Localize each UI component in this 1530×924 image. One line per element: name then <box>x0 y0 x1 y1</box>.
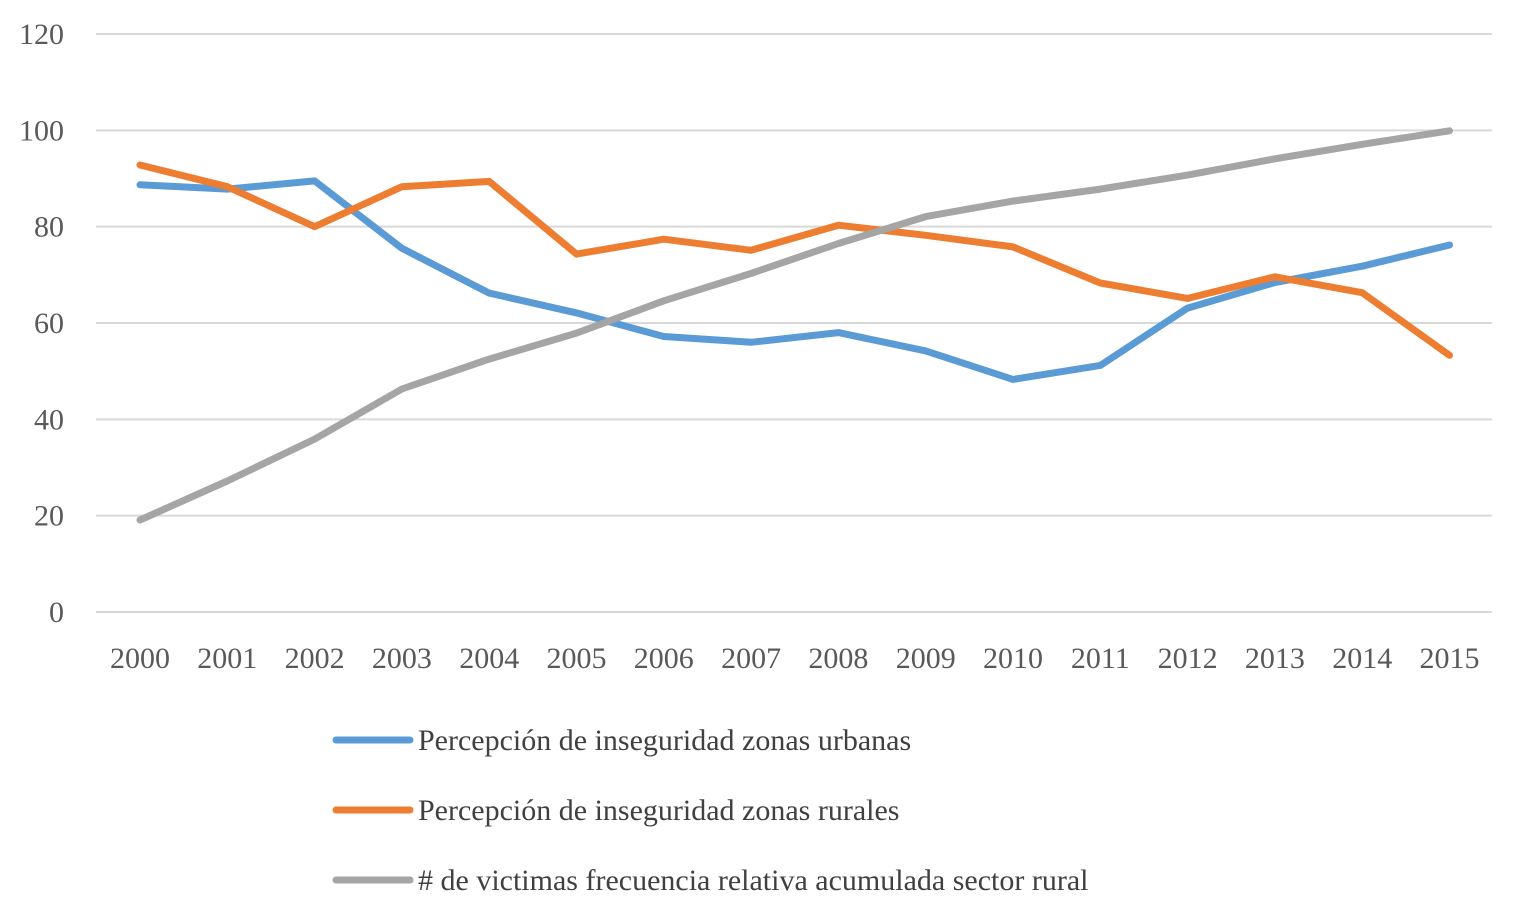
y-tick-label: 60 <box>34 307 64 340</box>
legend-item: Percepción de inseguridad zonas urbanas <box>332 724 911 757</box>
y-tick-label: 100 <box>19 114 64 147</box>
legend-item: Percepción de inseguridad zonas rurales <box>332 794 899 827</box>
x-tick-label: 2006 <box>634 642 694 675</box>
y-tick-label: 0 <box>49 596 64 629</box>
x-tick-label: 2012 <box>1158 642 1218 675</box>
series-lines <box>136 127 1453 524</box>
x-axis-ticks: 2000 2001 2002 2003 2004 2005 2006 2007 2008 2009… <box>110 642 1480 675</box>
y-tick-label: 40 <box>34 403 64 436</box>
y-tick-label: 80 <box>34 211 64 244</box>
legend-label: # de victimas frecuencia relativa acumul… <box>418 864 1089 897</box>
x-tick-label: 2001 <box>197 642 257 675</box>
x-tick-label: 2010 <box>983 642 1043 675</box>
y-axis-ticks: 0 20 40 60 80 100 120 <box>19 18 64 629</box>
gridlines <box>96 33 1492 613</box>
legend-item: # de victimas frecuencia relativa acumul… <box>332 864 1089 897</box>
series-line-3 <box>136 127 1453 524</box>
x-tick-label: 2013 <box>1245 642 1305 675</box>
legend: Percepción de inseguridad zonas urbanas P… <box>332 724 1089 897</box>
x-tick-label: 2014 <box>1332 642 1392 675</box>
x-tick-label: 2011 <box>1071 642 1130 675</box>
x-tick-label: 2015 <box>1420 642 1480 675</box>
x-tick-label: 2000 <box>110 642 170 675</box>
x-tick-label: 2008 <box>808 642 868 675</box>
x-tick-label: 2007 <box>721 642 781 675</box>
x-tick-label: 2009 <box>896 642 956 675</box>
legend-label: Percepción de inseguridad zonas urbanas <box>418 724 911 757</box>
series-line-1 <box>136 177 1453 383</box>
x-tick-label: 2002 <box>285 642 345 675</box>
x-tick-label: 2005 <box>547 642 607 675</box>
legend-label: Percepción de inseguridad zonas rurales <box>418 794 899 827</box>
y-tick-label: 120 <box>19 18 64 51</box>
series-line-2 <box>136 161 1453 359</box>
x-tick-label: 2004 <box>459 642 519 675</box>
y-tick-label: 20 <box>34 500 64 533</box>
x-tick-label: 2003 <box>372 642 432 675</box>
